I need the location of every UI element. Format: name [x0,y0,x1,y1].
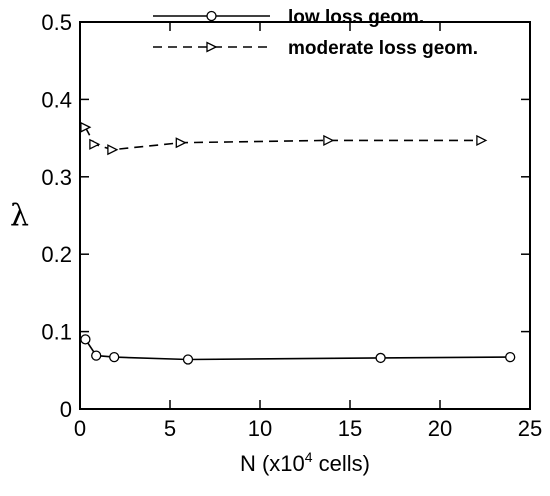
legend-label: low loss geom. [288,7,424,28]
x-tick-label: 5 [164,416,176,441]
data-point [182,354,194,365]
data-point [107,144,119,156]
x-axis-label: N (x104 cells) [240,449,370,476]
series-line [84,338,511,361]
y-tick-label: 0.3 [41,165,72,190]
data-point [206,41,218,53]
y-tick-label: 0.2 [41,242,72,267]
series-2 [80,121,488,156]
data-point [89,138,101,150]
x-tick-label: 10 [248,416,272,441]
data-point [375,352,386,364]
x-axis-label-superscript: 4 [305,449,313,465]
data-point [476,134,488,146]
axis-ticks: 0 5 10 15 20 25 0 0.1 0.2 0.3 0.4 0.5 [41,10,542,441]
y-tick-label: 0 [60,397,72,422]
data-point [505,351,516,363]
legend: low loss geom. moderate loss geom. [153,7,478,59]
plot-frame [79,21,531,410]
x-axis-label-main: N (x10 [240,451,305,476]
x-tick-label: 15 [338,416,362,441]
y-tick-label: 0.1 [41,320,72,345]
series-1 [80,334,516,365]
data-point [175,137,187,149]
y-axis-label: λ [10,199,29,234]
data-point [91,350,102,361]
data-point [80,121,92,133]
y-tick-label: 0.5 [41,10,72,35]
x-tick-label: 20 [428,416,452,441]
data-point [80,334,91,345]
data-point [323,134,335,146]
x-axis-label-tail: cells) [313,451,370,476]
x-tick-label: 0 [74,416,86,441]
series-layer [80,121,516,365]
x-tick-label: 25 [518,416,542,441]
y-tick-label: 0.4 [41,87,72,112]
data-point [206,10,217,22]
data-point [109,351,120,363]
series-line [84,126,482,151]
legend-label: moderate loss geom. [288,38,478,59]
